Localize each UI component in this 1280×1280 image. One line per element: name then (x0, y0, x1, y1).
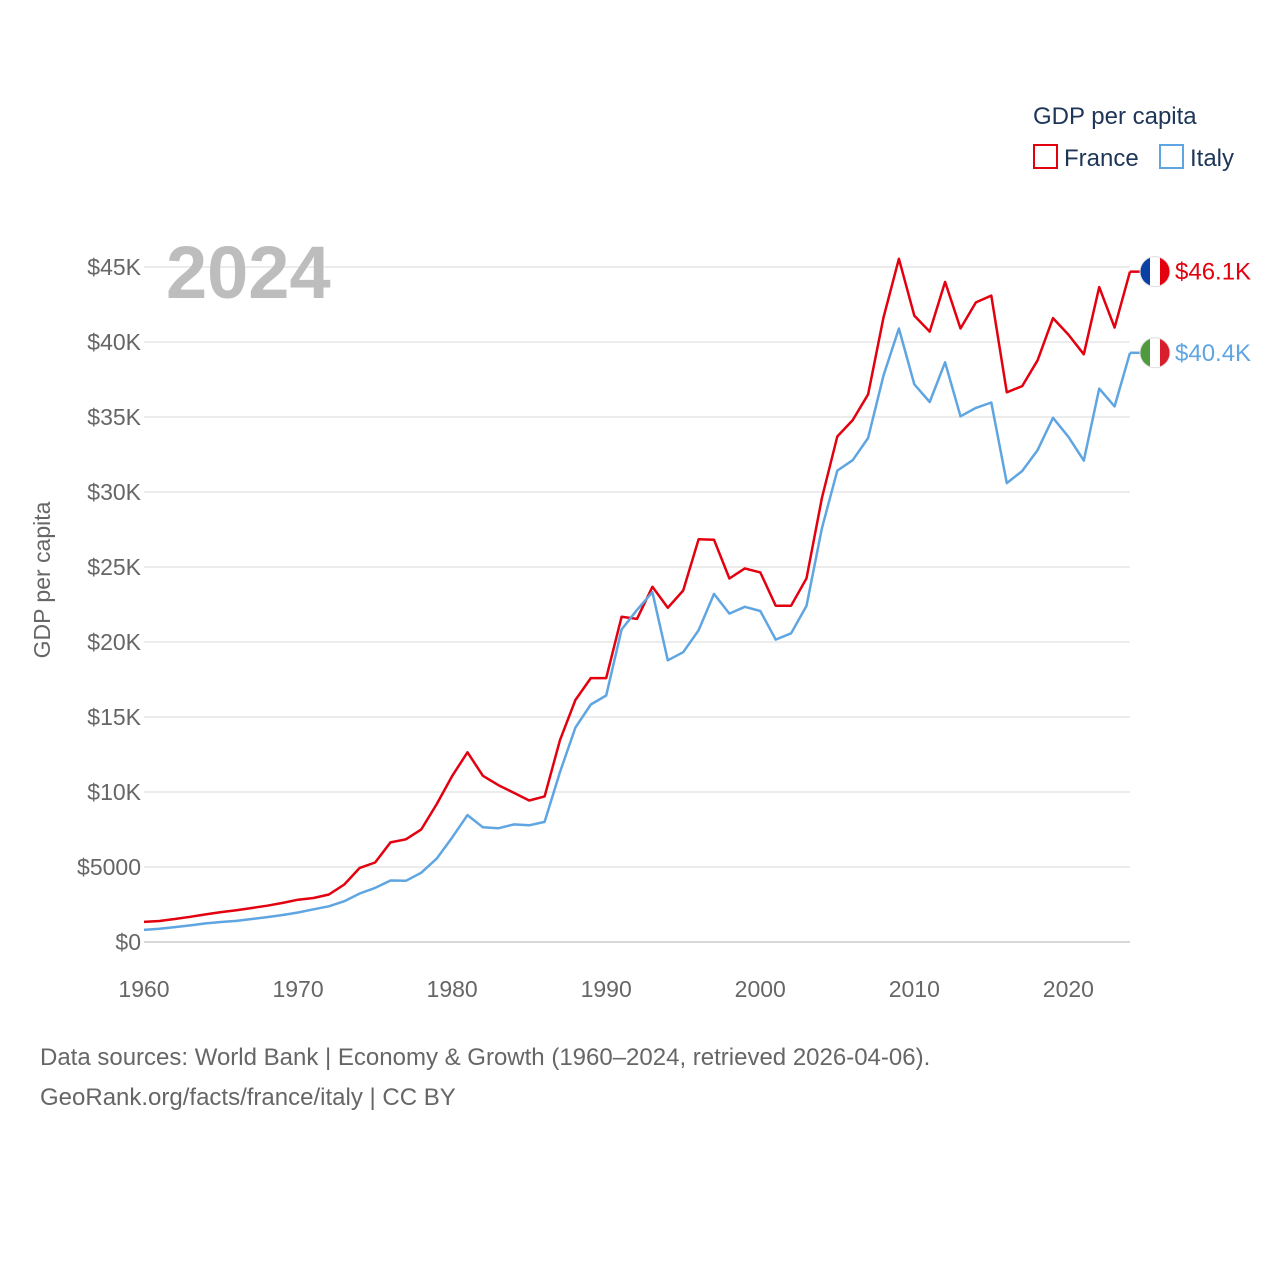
y-tick-label: $35K (87, 404, 141, 430)
legend-swatch-italy (1159, 144, 1184, 169)
data-sources-text: Data sources: World Bank | Economy & Gro… (40, 1044, 931, 1071)
legend-label-italy: Italy (1190, 145, 1234, 172)
x-tick-label: 1980 (427, 976, 478, 1002)
series-line-france[interactable] (143, 257, 1132, 924)
y-tick-label: $10K (87, 779, 141, 805)
x-axis-ticks: 1960 1970 1980 1990 2000 2010 2020 (118, 976, 1094, 1002)
legend: GDP per capita France Italy (1033, 103, 1234, 172)
end-markers: $46.1K $40.4K (1130, 256, 1251, 369)
x-tick-label: 1960 (118, 976, 169, 1002)
y-tick-label: $25K (87, 554, 141, 580)
gridlines (144, 266, 1130, 943)
legend-swatch-france (1033, 144, 1058, 169)
x-tick-label: 1970 (272, 976, 323, 1002)
y-tick-label: $45K (87, 254, 141, 280)
y-axis-ticks: $0 $5000 $10K $15K $20K $25K $30K $35K $40K $45K (77, 254, 142, 955)
x-tick-label: 2000 (735, 976, 786, 1002)
series-lines (143, 257, 1132, 932)
y-tick-label: $30K (87, 479, 141, 505)
legend-label-france: France (1064, 145, 1139, 172)
legend-item-france[interactable]: France (1033, 144, 1139, 172)
italy-flag-icon (1139, 337, 1171, 369)
legend-title: GDP per capita (1033, 103, 1197, 130)
y-axis-title: GDP per capita (29, 501, 55, 658)
france-flag-icon (1139, 256, 1171, 288)
attribution-link[interactable]: GeoRank.org/facts/france/italy | CC BY (40, 1084, 456, 1111)
current-year-label: 2024 (166, 231, 331, 314)
end-value-label-italy: $40.4K (1175, 340, 1251, 367)
y-tick-label: $20K (87, 629, 141, 655)
y-tick-label: $5000 (77, 854, 141, 880)
x-tick-label: 2020 (1043, 976, 1094, 1002)
x-tick-label: 2010 (889, 976, 940, 1002)
y-tick-label: $40K (87, 329, 141, 355)
x-tick-label: 1990 (581, 976, 632, 1002)
end-value-label-france: $46.1K (1175, 259, 1251, 286)
y-tick-label: $15K (87, 704, 141, 730)
legend-item-italy[interactable]: Italy (1159, 144, 1234, 172)
series-line-italy[interactable] (143, 327, 1132, 932)
y-tick-label: $0 (115, 929, 141, 955)
